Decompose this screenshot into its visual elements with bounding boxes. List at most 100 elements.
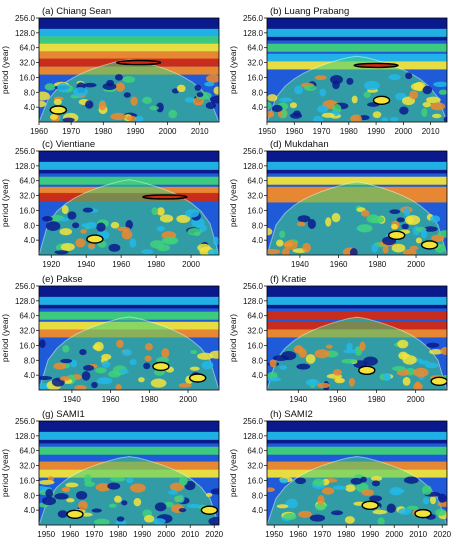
power-blob — [389, 209, 401, 214]
power-blob — [438, 493, 447, 503]
x-tick-label: 1940 — [63, 395, 81, 404]
power-band-2 — [39, 43, 219, 52]
y-tick-label: 16.0 — [19, 206, 35, 215]
power-blob — [396, 217, 405, 223]
power-blob — [406, 505, 419, 510]
power-blob — [115, 519, 127, 525]
power-blob — [156, 356, 170, 364]
x-tick-label: 1970 — [85, 530, 103, 539]
power-blob — [197, 243, 211, 252]
power-blob — [272, 355, 289, 361]
power-blob — [423, 226, 438, 232]
power-blob — [402, 377, 411, 386]
power-blob — [110, 221, 120, 229]
power-blob — [351, 95, 358, 104]
y-tick-label: 4.0 — [24, 371, 36, 380]
power-blob — [321, 112, 335, 118]
panel-title: (f) Kratie — [270, 274, 306, 285]
y-tick-label: 64.0 — [247, 177, 263, 186]
power-blob — [82, 207, 94, 213]
panel-title: (d) Mukdahan — [270, 139, 329, 150]
power-blob — [122, 76, 136, 83]
power-blob — [96, 377, 113, 385]
power-blob — [267, 110, 275, 118]
power-blob — [210, 488, 219, 495]
power-blob — [389, 487, 403, 496]
power-blob — [363, 91, 371, 98]
power-blob — [321, 487, 335, 495]
power-blob — [409, 90, 419, 100]
power-blob — [348, 377, 355, 387]
power-blob — [325, 344, 333, 349]
power-blob — [314, 349, 330, 359]
y-tick-label: 16.0 — [247, 476, 263, 485]
power-blob — [185, 209, 200, 218]
power-blob — [381, 117, 388, 122]
power-band-0 — [39, 161, 219, 170]
power-blob — [118, 369, 129, 375]
power-blob — [75, 238, 86, 248]
y-tick-label: 256.0 — [15, 14, 36, 23]
power-blob — [85, 100, 94, 109]
y-tick-label: 32.0 — [19, 192, 35, 201]
y-tick-label: 128.0 — [15, 432, 36, 441]
panel-3: (d) Mukdahan 4.0 8.0 16.0 32.0 64.0 128.0 256.0… — [228, 139, 448, 269]
y-tick-label: 8.0 — [24, 491, 36, 500]
significance-contour — [358, 365, 376, 376]
power-blob — [130, 96, 138, 106]
panel-title: (a) Chiang Sean — [42, 6, 111, 17]
power-blob — [349, 248, 358, 255]
panel-1: (b) Luang Prabang 4.0 8.0 16.0 32.0 64.0 128.0… — [228, 6, 448, 136]
y-tick-label: 8.0 — [252, 88, 264, 97]
power-blob — [426, 342, 440, 348]
x-tick-label: 1960 — [289, 530, 307, 539]
power-blob — [53, 362, 67, 370]
x-tick-label: 1920 — [42, 260, 60, 269]
power-blob — [438, 89, 447, 95]
power-blob — [95, 367, 107, 374]
power-blob — [57, 510, 68, 518]
y-tick-label: 128.0 — [15, 297, 36, 306]
x-tick-label: 1960 — [30, 127, 48, 136]
power-blob — [359, 341, 366, 352]
power-blob — [276, 504, 289, 509]
y-tick-label: 4.0 — [24, 103, 36, 112]
power-blob — [430, 215, 441, 223]
power-blob — [421, 107, 428, 118]
power-blob — [81, 223, 89, 228]
y-axis-label: period (year) — [228, 46, 238, 94]
significance-contour — [152, 361, 170, 372]
y-tick-label: 256.0 — [243, 417, 264, 426]
power-blob — [276, 239, 284, 247]
power-blob — [279, 365, 288, 370]
power-blob — [115, 384, 122, 390]
power-blob — [429, 349, 443, 355]
y-tick-label: 8.0 — [24, 221, 36, 230]
power-blob — [290, 112, 303, 119]
panel-title: (h) SAMI2 — [270, 409, 313, 420]
power-blob — [129, 483, 146, 493]
power-blob — [422, 101, 432, 108]
power-blob — [189, 366, 200, 371]
power-blob — [341, 358, 357, 364]
power-blob — [138, 377, 145, 383]
y-axis-label: period (year) — [228, 449, 238, 497]
x-tick-label: 1970 — [313, 530, 331, 539]
power-blob — [435, 508, 447, 517]
y-tick-label: 128.0 — [243, 29, 264, 38]
power-blob — [95, 483, 111, 492]
power-band-1 — [267, 311, 447, 320]
power-blob — [304, 84, 317, 91]
y-tick-label: 128.0 — [243, 162, 264, 171]
power-blob — [142, 96, 152, 104]
power-blob — [85, 221, 97, 229]
x-tick-label: 2000 — [385, 530, 403, 539]
y-tick-label: 32.0 — [19, 462, 35, 471]
plot-frame — [266, 420, 448, 526]
panel-title: (b) Luang Prabang — [270, 6, 349, 17]
power-blob — [371, 243, 378, 253]
power-blob — [159, 214, 174, 223]
y-tick-label: 128.0 — [15, 162, 36, 171]
power-blob — [267, 227, 273, 236]
power-blob — [392, 366, 406, 372]
